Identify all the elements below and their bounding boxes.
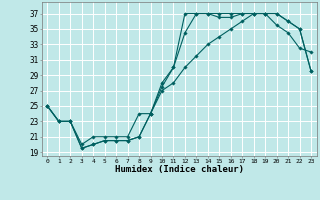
X-axis label: Humidex (Indice chaleur): Humidex (Indice chaleur) <box>115 165 244 174</box>
